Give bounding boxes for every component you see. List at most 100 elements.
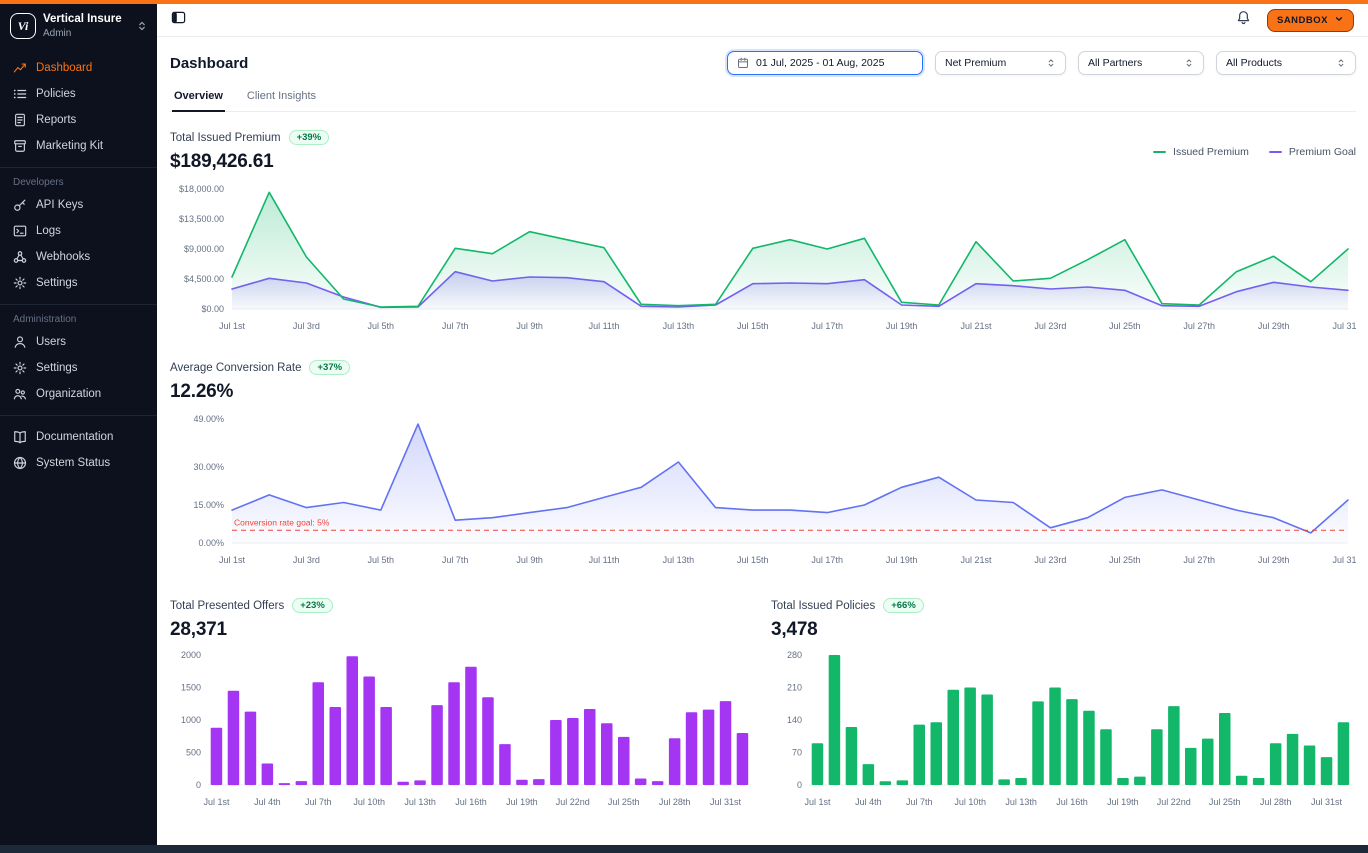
- bottom-edge-strip: [0, 845, 1368, 853]
- svg-text:Jul 17th: Jul 17th: [811, 555, 843, 565]
- sidebar-item-dashboard[interactable]: Dashboard: [8, 56, 149, 80]
- svg-text:Conversion rate goal: 5%: Conversion rate goal: 5%: [234, 517, 330, 527]
- svg-text:Jul 21st: Jul 21st: [960, 555, 992, 565]
- svg-text:Jul 23rd: Jul 23rd: [1034, 555, 1066, 565]
- workspace-switcher[interactable]: Vi Vertical Insure Admin: [0, 4, 157, 48]
- sidebar-item-documentation[interactable]: Documentation: [8, 425, 149, 449]
- sidebar-divider: [0, 167, 157, 168]
- sidebar-item-label: Settings: [36, 362, 78, 374]
- issued-policies-header: Total Issued Policies +66% 3,478: [771, 598, 1356, 641]
- conversion-rate-chart: 49.00%30.00%15.00%0.00%Conversion rate g…: [170, 409, 1356, 576]
- tab-client-insights[interactable]: Client Insights: [245, 90, 318, 111]
- svg-text:Jul 19th: Jul 19th: [1107, 797, 1139, 807]
- svg-text:Jul 19th: Jul 19th: [506, 797, 538, 807]
- topbar-right: SANDBOX: [1236, 9, 1354, 32]
- svg-text:Jul 19th: Jul 19th: [886, 555, 918, 565]
- accent-strip: [0, 0, 1368, 4]
- documentation-icon: [13, 430, 27, 444]
- products-select[interactable]: All Products: [1216, 51, 1356, 75]
- svg-text:1000: 1000: [181, 715, 201, 725]
- svg-text:Jul 27th: Jul 27th: [1183, 321, 1215, 331]
- sidebar-toggle-button[interactable]: [171, 10, 186, 30]
- chevron-down-icon: [1334, 14, 1344, 27]
- sidebar-item-users[interactable]: Users: [8, 330, 149, 354]
- svg-text:$4,500.00: $4,500.00: [184, 274, 224, 284]
- issued-premium-header: Total Issued Premium +39% $189,426.61 Is…: [170, 130, 1356, 173]
- trend-badge: +39%: [289, 130, 330, 145]
- chart-legend: Issued Premium Premium Goal: [1153, 146, 1356, 158]
- sidebar-item-label: Webhooks: [36, 251, 90, 263]
- legend-item-premium-goal: Premium Goal: [1269, 146, 1356, 158]
- reports-icon: [13, 113, 27, 127]
- content: Dashboard 01 Jul, 2025 - 01 Aug, 2025 Ne…: [157, 37, 1368, 845]
- metric-select[interactable]: Net Premium: [935, 51, 1066, 75]
- sidebar-item-reports[interactable]: Reports: [8, 108, 149, 132]
- marketing-kit-icon: [13, 139, 27, 153]
- svg-text:Jul 31st: Jul 31st: [1332, 321, 1356, 331]
- svg-text:500: 500: [186, 748, 201, 758]
- app: Vi Vertical Insure Admin Dashboard Polici…: [0, 4, 1368, 845]
- sidebar-divider: [0, 415, 157, 416]
- svg-text:0.00%: 0.00%: [198, 538, 224, 548]
- svg-text:Jul 7th: Jul 7th: [442, 555, 469, 565]
- svg-text:Jul 11th: Jul 11th: [589, 321, 620, 331]
- partners-select[interactable]: All Partners: [1078, 51, 1204, 75]
- sidebar-item-organization[interactable]: Organization: [8, 382, 149, 406]
- trend-badge: +23%: [292, 598, 333, 613]
- sidebar-item-api-keys[interactable]: API Keys: [8, 193, 149, 217]
- svg-text:Jul 25th: Jul 25th: [608, 797, 640, 807]
- metric-value: $189,426.61: [170, 151, 329, 173]
- svg-text:2000: 2000: [181, 650, 201, 660]
- svg-text:140: 140: [787, 715, 802, 725]
- svg-text:Jul 29th: Jul 29th: [1258, 555, 1290, 565]
- webhooks-icon: [13, 250, 27, 264]
- users-icon: [13, 335, 27, 349]
- notifications-button[interactable]: [1236, 10, 1251, 30]
- panel-collapse-icon: [171, 10, 186, 30]
- system-status-icon: [13, 456, 27, 470]
- svg-text:Jul 31st: Jul 31st: [710, 797, 742, 807]
- svg-text:Jul 3rd: Jul 3rd: [293, 321, 320, 331]
- conversion-rate-header: Average Conversion Rate +37% 12.26%: [170, 360, 1356, 403]
- bell-icon: [1236, 10, 1251, 30]
- settings-icon: [13, 276, 27, 290]
- svg-text:$0.00: $0.00: [201, 304, 224, 314]
- sidebar-item-label: System Status: [36, 457, 110, 469]
- svg-text:Jul 5th: Jul 5th: [368, 555, 395, 565]
- sidebar-item-webhooks[interactable]: Webhooks: [8, 245, 149, 269]
- metric-title: Total Issued Premium: [170, 132, 281, 144]
- sidebar-item-settings[interactable]: Settings: [8, 271, 149, 295]
- chevron-updown-icon: [136, 20, 148, 32]
- svg-text:Jul 4th: Jul 4th: [254, 797, 281, 807]
- svg-text:Jul 28th: Jul 28th: [659, 797, 691, 807]
- legend-label: Premium Goal: [1289, 146, 1356, 158]
- sidebar-item-system-status[interactable]: System Status: [8, 451, 149, 475]
- svg-text:$18,000.00: $18,000.00: [179, 184, 224, 194]
- svg-text:Jul 10th: Jul 10th: [954, 797, 986, 807]
- settings-icon: [13, 361, 27, 375]
- chevron-updown-icon: [1336, 58, 1346, 68]
- svg-text:0: 0: [797, 780, 802, 790]
- date-range-picker[interactable]: 01 Jul, 2025 - 01 Aug, 2025: [727, 51, 923, 75]
- sidebar-item-settings[interactable]: Settings: [8, 356, 149, 380]
- logs-icon: [13, 224, 27, 238]
- sidebar-item-logs[interactable]: Logs: [8, 219, 149, 243]
- calendar-icon: [737, 57, 749, 69]
- sidebar-item-policies[interactable]: Policies: [8, 82, 149, 106]
- svg-text:Jul 17th: Jul 17th: [811, 321, 843, 331]
- sidebar-item-marketing-kit[interactable]: Marketing Kit: [8, 134, 149, 158]
- svg-text:49.00%: 49.00%: [193, 414, 224, 424]
- presented-offers-panel: Total Presented Offers +23% 28,371 20001…: [170, 598, 755, 818]
- sandbox-environment-button[interactable]: SANDBOX: [1267, 9, 1354, 32]
- svg-text:Jul 1st: Jul 1st: [219, 555, 246, 565]
- sidebar-item-label: Settings: [36, 277, 78, 289]
- sidebar-item-label: API Keys: [36, 199, 83, 211]
- brand-logo-text: Vi: [18, 19, 29, 34]
- sidebar-item-label: Dashboard: [36, 62, 92, 74]
- metric-title: Total Presented Offers: [170, 600, 284, 612]
- svg-text:Jul 16th: Jul 16th: [1056, 797, 1088, 807]
- tab-overview[interactable]: Overview: [172, 90, 225, 111]
- sidebar-item-label: Organization: [36, 388, 101, 400]
- metric-value: 3,478: [771, 619, 924, 641]
- svg-text:Jul 13th: Jul 13th: [1005, 797, 1037, 807]
